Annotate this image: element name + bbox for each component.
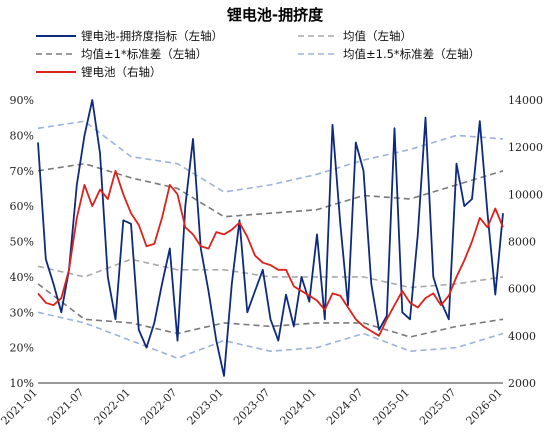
x-tick-label: 2023-01 xyxy=(185,386,227,428)
x-tick-label: 2022-07 xyxy=(138,386,180,428)
y-right-tick-label: 10000 xyxy=(508,188,543,201)
y-left-tick-label: 60% xyxy=(10,200,34,213)
y-left-tick-label: 30% xyxy=(10,306,34,319)
x-tick-label: 2026-01 xyxy=(464,386,506,428)
axes: 10% 20% 30% 40% 50% 60% 70% 80% 90% 2000 4000 6000 8… xyxy=(0,94,543,427)
band-lines xyxy=(37,120,504,360)
x-tick-label: 2025-07 xyxy=(417,386,459,428)
series-4-lower-line xyxy=(37,311,504,360)
series-4-upper-line xyxy=(37,120,504,193)
y-right-tick-label: 14000 xyxy=(508,94,543,107)
y-left-tick-label: 50% xyxy=(10,236,34,249)
y-right-tick-label: 4000 xyxy=(508,330,536,343)
legend: 锂电池-拥挤度指标（左轴） 均值（左轴） 均值±1*标准差（左轴） 均值±1.5*标准… xyxy=(36,29,480,79)
legend-label-3: 均值±1*标准差（左轴） xyxy=(81,47,207,61)
y-right-tick-label: 12000 xyxy=(508,141,543,154)
series-1-line xyxy=(37,99,504,377)
y-left-tick-label: 90% xyxy=(10,94,34,107)
chart-title: 锂电池-拥挤度 xyxy=(226,6,324,24)
legend-label-1: 锂电池-拥挤度指标（左轴） xyxy=(81,29,223,43)
x-tick-label: 2023-07 xyxy=(231,386,273,428)
x-tick-label: 2024-07 xyxy=(324,386,366,428)
y-left-tick-label: 10% xyxy=(10,377,34,390)
series-5-line xyxy=(37,169,504,337)
y-left-tick-label: 80% xyxy=(10,129,34,142)
x-tick-label: 2021-01 xyxy=(0,386,40,428)
x-tick-label: 2025-01 xyxy=(371,386,413,428)
y-left-tick-label: 40% xyxy=(10,271,34,284)
y-right-tick-label: 2000 xyxy=(508,377,536,390)
legend-label-2: 均值（左轴） xyxy=(343,29,412,43)
legend-label-4: 均值±1.5*标准差（左轴） xyxy=(343,47,480,61)
y-right-tick-label: 8000 xyxy=(508,236,536,249)
y-right-tick-label: 6000 xyxy=(508,283,536,296)
series-3-lower-line xyxy=(37,283,504,338)
x-tick-label: 2021-07 xyxy=(45,386,87,428)
series-3-upper-line xyxy=(37,162,504,218)
legend-label-5: 锂电池（右轴） xyxy=(81,65,162,79)
series-2-line xyxy=(37,258,504,289)
x-tick-label: 2022-01 xyxy=(92,386,134,428)
x-tick-label: 2024-01 xyxy=(278,386,320,428)
y-left-tick-label: 70% xyxy=(10,165,34,178)
series-lines xyxy=(37,99,504,377)
y-left-tick-label: 20% xyxy=(10,342,34,355)
